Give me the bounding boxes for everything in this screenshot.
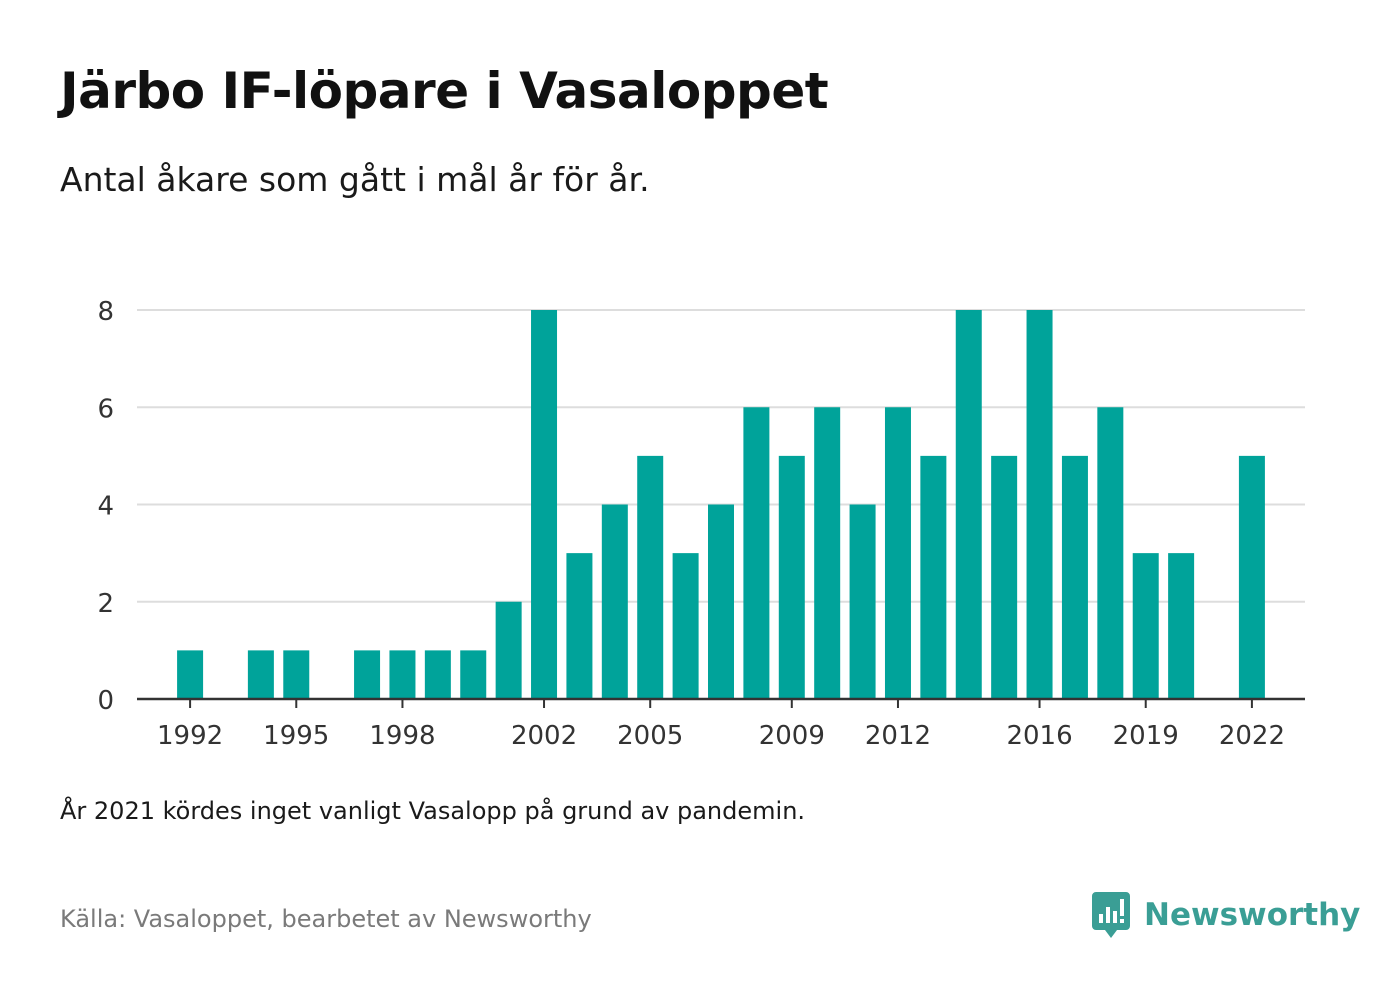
y-tick-label: 0 [97, 686, 114, 716]
bar-1992 [177, 650, 204, 699]
bar-2002 [531, 310, 558, 699]
x-tick-label: 1998 [369, 721, 435, 751]
bar-2018 [1097, 407, 1124, 699]
bar-2022 [1238, 455, 1265, 699]
bar-2003 [566, 553, 593, 699]
newsworthy-logo: Newsworthy [1090, 890, 1360, 940]
bar-2012 [884, 407, 911, 699]
x-tick-label: 1992 [157, 721, 223, 751]
bar-2001 [495, 601, 522, 699]
y-tick-label: 2 [97, 589, 114, 619]
tick-labels: 0 2 4 6 8 1992 1995 1998 2002 2005 2009 2012 2016 201… [97, 297, 1285, 751]
x-tick-label: 2012 [865, 721, 931, 751]
bar-1998 [389, 650, 416, 699]
brand-name: Newsworthy [1144, 897, 1361, 933]
x-tick-label: 2009 [759, 721, 825, 751]
x-tick-label: 2002 [511, 721, 577, 751]
bars [177, 310, 1265, 699]
x-tick-label: 1995 [263, 721, 329, 751]
bar-2008 [743, 407, 770, 699]
chart-subtitle: Antal åkare som gått i mål år för år. [60, 160, 650, 199]
x-tick-label: 2022 [1219, 721, 1285, 751]
y-tick-label: 8 [97, 297, 114, 327]
bar-2015 [991, 455, 1018, 699]
bar-2011 [849, 504, 876, 699]
bar-2020 [1168, 553, 1195, 699]
bar-2013 [920, 455, 947, 699]
chart-source: Källa: Vasaloppet, bearbetet av Newswort… [60, 905, 592, 933]
bar-1994 [247, 650, 274, 699]
bar-1999 [424, 650, 451, 699]
y-tick-label: 6 [97, 394, 114, 424]
bar-1997 [354, 650, 381, 699]
bar-2016 [1026, 310, 1053, 699]
bar-2017 [1061, 455, 1088, 699]
bar-2010 [814, 407, 841, 699]
chart-note: År 2021 kördes inget vanligt Vasalopp på… [60, 797, 806, 825]
chart-title: Järbo IF-löpare i Vasaloppet [60, 62, 829, 120]
x-tick-label: 2005 [617, 721, 683, 751]
bar-2014 [955, 310, 982, 699]
x-tick-label: 2019 [1113, 721, 1179, 751]
bar-2005 [637, 455, 664, 699]
bar-2007 [708, 504, 734, 699]
y-tick-label: 4 [97, 492, 114, 522]
bar-1995 [283, 650, 310, 699]
bar-2006 [672, 553, 699, 699]
bar-2019 [1132, 553, 1159, 699]
bar-2000 [460, 650, 487, 699]
bar-2009 [778, 455, 805, 699]
x-axis [137, 697, 1305, 708]
bar-2004 [601, 504, 628, 699]
x-tick-label: 2016 [1006, 721, 1072, 751]
newsworthy-logo-icon [1092, 892, 1130, 938]
bar-chart: 0 2 4 6 8 1992 1995 1998 2002 2005 2009 2012 2016 201… [97, 297, 1305, 751]
